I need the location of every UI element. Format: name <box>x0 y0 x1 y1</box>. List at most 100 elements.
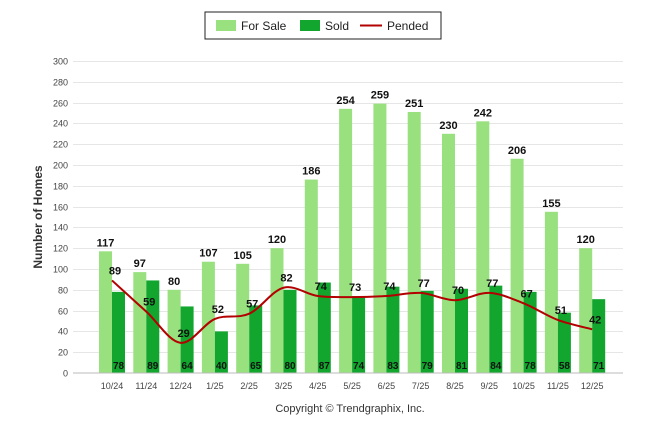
data-label-sold: 84 <box>490 361 502 372</box>
bar-sold <box>283 289 297 373</box>
bar-sold <box>214 331 228 373</box>
data-label-pended: 52 <box>212 304 224 316</box>
bars <box>99 103 606 374</box>
data-label-sold: 71 <box>593 361 605 372</box>
data-label-for-sale: 155 <box>542 198 560 210</box>
data-label-sold: 65 <box>250 361 262 372</box>
data-label-sold: 78 <box>113 361 125 372</box>
legend-swatch-for-sale <box>216 20 236 31</box>
x-tick-label: 7/25 <box>412 381 430 391</box>
data-label-for-sale: 254 <box>336 95 355 107</box>
legend-label-for-sale: For Sale <box>241 19 287 33</box>
x-tick-label: 4/25 <box>309 381 327 391</box>
bar-sold <box>489 285 503 373</box>
bar-sold <box>180 306 194 373</box>
bar-for-sale <box>339 108 353 373</box>
data-label-pended: 29 <box>177 328 189 340</box>
bar-for-sale <box>133 272 147 373</box>
y-tick-label: 120 <box>53 244 68 254</box>
data-label-pended: 74 <box>383 281 396 293</box>
data-label-for-sale: 107 <box>199 248 217 260</box>
bar-sold <box>455 288 468 373</box>
data-labels: 117 78 97 89 80 64 107 40 105 65 120 80 186 87 254 74 25… <box>97 90 605 372</box>
data-label-for-sale: 105 <box>234 250 252 262</box>
legend-label-sold: Sold <box>325 19 349 33</box>
x-tick-label: 12/25 <box>581 381 604 391</box>
data-label-for-sale: 242 <box>474 107 492 119</box>
y-tick-label: 40 <box>58 327 68 337</box>
y-tick-label: 80 <box>58 286 68 296</box>
y-tick-label: 0 <box>63 369 68 379</box>
bar-sold <box>146 280 160 373</box>
y-tick-label: 280 <box>53 78 68 88</box>
x-tick-label: 3/25 <box>275 381 293 391</box>
data-label-pended: 77 <box>418 278 430 290</box>
data-label-pended: 74 <box>315 281 328 293</box>
data-label-for-sale: 206 <box>508 145 526 157</box>
y-tick-label: 240 <box>53 119 68 129</box>
bar-for-sale <box>476 121 490 373</box>
bar-sold <box>386 286 400 373</box>
data-label-pended: 82 <box>280 273 292 285</box>
legend-box <box>204 11 442 40</box>
bar-for-sale <box>167 289 181 373</box>
pended-line <box>111 279 593 344</box>
legend-label-pended: Pended <box>387 19 428 33</box>
data-label-pended: 77 <box>486 278 498 290</box>
data-label-for-sale: 97 <box>134 258 146 270</box>
bar-sold <box>420 290 434 373</box>
data-label-sold: 81 <box>456 361 468 372</box>
data-label-for-sale: 120 <box>268 234 286 246</box>
data-label-sold: 79 <box>422 361 434 372</box>
y-tick-label: 100 <box>53 265 68 275</box>
bar-for-sale <box>201 261 215 373</box>
y-tick-label: 200 <box>53 161 68 171</box>
x-axis-ticks: 10/24 11/24 12/24 1/25 2/25 3/25 4/25 5/25 6/25 7… <box>101 381 604 391</box>
bar-sold <box>523 291 537 373</box>
data-label-pended: 59 <box>143 297 155 309</box>
bar-for-sale <box>270 248 284 373</box>
bar-for-sale <box>99 251 112 373</box>
y-tick-label: 220 <box>53 140 68 150</box>
y-axis-ticks: 0 20 40 60 80 100 120 140 160 180 200 220 240 260 280 3… <box>53 57 68 379</box>
y-tick-label: 180 <box>53 182 68 192</box>
bar-sold <box>317 282 331 373</box>
bar-sold <box>557 312 571 373</box>
data-label-sold: 64 <box>182 361 194 372</box>
bar-sold <box>352 296 366 373</box>
x-tick-label: 10/24 <box>101 381 124 391</box>
data-label-sold: 89 <box>147 361 159 372</box>
data-label-sold: 40 <box>216 361 228 372</box>
y-tick-label: 300 <box>53 57 68 67</box>
copyright-footer: Copyright © Trendgraphix, Inc. <box>275 403 424 415</box>
bar-for-sale <box>442 133 455 373</box>
data-label-for-sale: 117 <box>97 237 115 249</box>
data-label-sold: 80 <box>284 361 296 372</box>
bar-for-sale <box>373 103 387 373</box>
y-tick-label: 260 <box>53 99 68 109</box>
bar-sold <box>592 299 606 373</box>
data-label-sold: 58 <box>559 361 571 372</box>
data-label-for-sale: 251 <box>405 98 423 110</box>
data-label-pended: 70 <box>452 285 464 297</box>
pended-series-line <box>111 279 593 344</box>
y-tick-label: 20 <box>58 348 68 358</box>
data-label-sold: 78 <box>525 361 537 372</box>
y-tick-label: 140 <box>53 223 68 233</box>
x-tick-label: 8/25 <box>446 381 464 391</box>
y-tick-label: 60 <box>58 307 68 317</box>
data-label-for-sale: 120 <box>577 234 595 246</box>
y-tick-label: 160 <box>53 203 68 213</box>
data-label-pended: 57 <box>246 299 258 311</box>
bar-for-sale <box>236 263 250 373</box>
data-label-pended: 89 <box>109 265 121 277</box>
data-label-pended: 51 <box>555 305 567 317</box>
x-tick-label: 5/25 <box>343 381 361 391</box>
data-label-sold: 74 <box>353 361 365 372</box>
data-label-pended: 73 <box>349 282 361 294</box>
data-label-sold: 87 <box>319 361 331 372</box>
data-label-for-sale: 259 <box>371 90 389 102</box>
bar-for-sale <box>304 179 318 373</box>
data-label-pended: 67 <box>520 288 532 300</box>
bar-for-sale <box>579 248 593 373</box>
